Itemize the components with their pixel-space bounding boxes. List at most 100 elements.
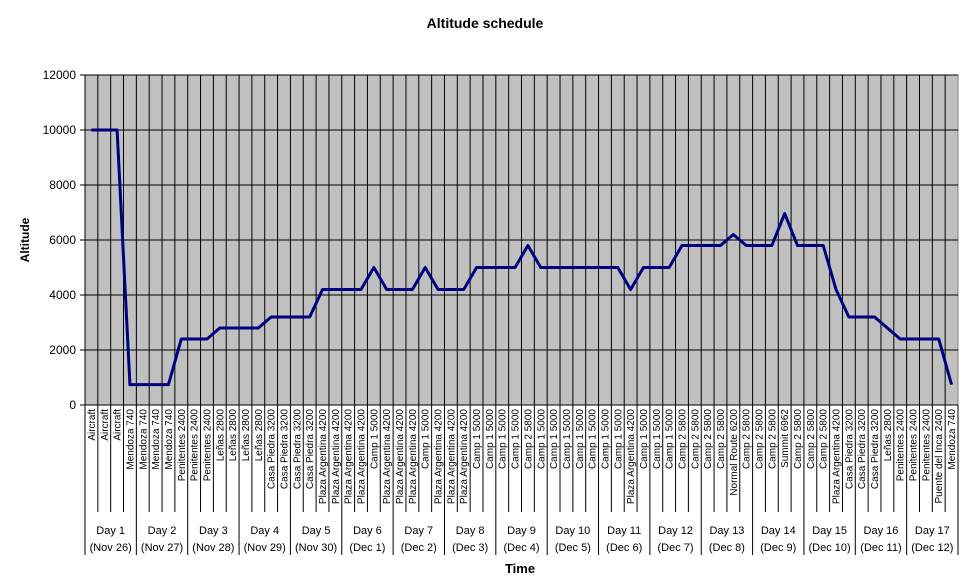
x-tick-label: Camp 2 5800 <box>819 409 830 469</box>
x-tick-label: Leñas 2800 <box>241 409 252 462</box>
x-tick-label: Leñas 2800 <box>215 409 226 462</box>
x-tick-label: Camp 1 5000 <box>639 409 650 469</box>
group-label: Day 8 <box>456 525 485 537</box>
y-axis-label: Altitude <box>18 217 32 262</box>
y-tick-label: 4000 <box>49 288 76 302</box>
group-label: Day 10 <box>555 525 590 537</box>
x-tick-label: Camp 1 5000 <box>511 409 522 469</box>
x-tick-label: Mendoza 740 <box>125 409 136 470</box>
y-tick-label: 6000 <box>49 233 76 247</box>
group-label: Day 9 <box>507 525 536 537</box>
x-tick-label: Camp 1 5000 <box>652 409 663 469</box>
x-tick-label: Penitentes 2400 <box>909 409 920 482</box>
x-tick-label: Leñas 2800 <box>228 409 239 462</box>
group-label: Day 5 <box>302 525 331 537</box>
x-tick-label: Penitentes 2400 <box>177 409 188 482</box>
x-tick-label: Mendoza 740 <box>947 409 958 470</box>
group-label: Day 2 <box>148 525 177 537</box>
group-date: (Dec 12) <box>911 542 953 554</box>
y-tick-label: 12000 <box>43 68 77 82</box>
x-tick-label: Camp 1 5000 <box>421 409 432 469</box>
group-date: (Nov 28) <box>192 542 234 554</box>
group-date: (Dec 4) <box>503 542 539 554</box>
x-tick-label: Plaza Argentina 4200 <box>408 409 419 505</box>
x-tick-label: Penitentes 2400 <box>921 409 932 482</box>
y-tick-label: 10000 <box>43 123 77 137</box>
x-tick-label: Camp 2 5800 <box>806 409 817 469</box>
x-tick-label: Plaza Argentina 4200 <box>832 409 843 505</box>
x-tick-label: Camp 1 5000 <box>498 409 509 469</box>
x-tick-label: Camp 1 5000 <box>588 409 599 469</box>
x-tick-label: Normal Route 6200 <box>729 409 740 496</box>
x-tick-label: Camp 2 5800 <box>716 409 727 469</box>
chart-title: Altitude schedule <box>427 15 544 31</box>
group-date: (Dec 9) <box>760 542 796 554</box>
x-tick-label: Mendoza 740 <box>138 409 149 470</box>
group-label: Day 6 <box>353 525 382 537</box>
x-tick-label: Plaza Argentina 4200 <box>357 409 368 505</box>
group-date: (Nov 26) <box>90 542 132 554</box>
group-label: Day 7 <box>404 525 433 537</box>
x-tick-label: Camp 1 5000 <box>472 409 483 469</box>
x-tick-label: Penitentes 2400 <box>190 409 201 482</box>
x-tick-label: Aircraft <box>87 409 98 441</box>
x-tick-label: Mendoza 740 <box>151 409 162 470</box>
x-tick-label: Penitentes 2400 <box>202 409 213 482</box>
x-tick-label: Camp 2 5800 <box>755 409 766 469</box>
group-label: Day 14 <box>761 525 796 537</box>
x-tick-label: Leñas 2800 <box>254 409 265 462</box>
x-tick-label: Camp 1 5000 <box>369 409 380 469</box>
x-tick-label: Camp 1 5000 <box>665 409 676 469</box>
x-tick-label: Camp 2 5800 <box>690 409 701 469</box>
x-tick-label: Leñas 2800 <box>883 409 894 462</box>
x-tick-label: Casa Piedra 3200 <box>305 409 316 489</box>
x-tick-label: Penitentes 2400 <box>896 409 907 482</box>
group-label: Day 3 <box>199 525 228 537</box>
group-label: Day 16 <box>864 525 899 537</box>
group-date: (Nov 30) <box>295 542 337 554</box>
x-tick-label: Camp 1 5000 <box>485 409 496 469</box>
x-tick-label: Casa Piedra 3200 <box>292 409 303 489</box>
x-tick-label: Camp 1 5000 <box>600 409 611 469</box>
x-tick-label: Camp 2 5800 <box>742 409 753 469</box>
x-tick-label: Camp 1 5000 <box>613 409 624 469</box>
group-date: (Dec 1) <box>349 542 385 554</box>
group-date: (Dec 2) <box>401 542 437 554</box>
x-tick-label: Mendoza 740 <box>164 409 175 470</box>
x-tick-label: Camp 2 5800 <box>677 409 688 469</box>
x-tick-label: Summit 6962 <box>780 409 791 468</box>
group-date: (Dec 5) <box>555 542 591 554</box>
group-date: (Dec 7) <box>658 542 694 554</box>
x-axis-label: Time <box>505 561 535 576</box>
x-tick-label: Camp 2 5800 <box>767 409 778 469</box>
group-date: (Nov 27) <box>141 542 183 554</box>
group-date: (Dec 8) <box>709 542 745 554</box>
x-tick-label: Casa Piedra 3200 <box>844 409 855 489</box>
x-tick-label: Plaza Argentina 4200 <box>382 409 393 505</box>
x-tick-label: Plaza Argentina 4200 <box>331 409 342 505</box>
x-tick-label: Plaza Argentina 4200 <box>459 409 470 505</box>
group-date: (Dec 11) <box>860 542 901 554</box>
x-tick-label: Camp 1 5000 <box>549 409 560 469</box>
group-date: (Dec 3) <box>452 542 488 554</box>
group-label: Day 4 <box>250 525 279 537</box>
x-tick-label: Plaza Argentina 4200 <box>434 409 445 505</box>
y-tick-label: 8000 <box>49 178 76 192</box>
group-label: Day 1 <box>96 525 125 537</box>
x-tick-label: Camp 2 5800 <box>523 409 534 469</box>
x-tick-label: Casa Piedra 3200 <box>267 409 278 489</box>
y-tick-label: 0 <box>69 398 76 412</box>
x-tick-label: Plaza Argentina 4200 <box>318 409 329 505</box>
group-date: (Nov 29) <box>244 542 286 554</box>
x-tick-label: Casa Piedra 3200 <box>279 409 290 489</box>
x-tick-label: Casa Piedra 3200 <box>857 409 868 489</box>
x-tick-label: Plaza Argentina 4200 <box>446 409 457 505</box>
x-tick-label: Plaza Argentina 4200 <box>344 409 355 505</box>
group-label: Day 11 <box>607 525 641 537</box>
x-tick-label: Camp 1 5000 <box>536 409 547 469</box>
group-label: Day 17 <box>915 525 950 537</box>
x-tick-label: Aircraft <box>100 409 111 441</box>
x-tick-label: Camp 1 5000 <box>562 409 573 469</box>
group-label: Day 13 <box>709 525 744 537</box>
